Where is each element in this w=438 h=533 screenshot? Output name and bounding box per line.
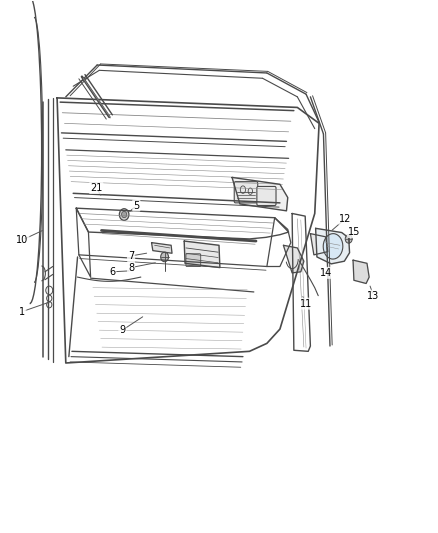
Text: 7: 7 [128, 251, 134, 261]
Text: 21: 21 [90, 183, 102, 193]
Circle shape [121, 212, 127, 217]
Text: 10: 10 [16, 235, 28, 245]
Polygon shape [152, 243, 172, 253]
FancyBboxPatch shape [257, 187, 276, 206]
Text: 8: 8 [128, 263, 134, 272]
Text: 13: 13 [367, 290, 380, 301]
Polygon shape [353, 260, 369, 284]
Text: 5: 5 [133, 200, 139, 211]
Text: 9: 9 [119, 325, 125, 335]
Ellipse shape [323, 233, 343, 259]
Circle shape [161, 252, 169, 262]
Circle shape [345, 235, 352, 243]
Text: 15: 15 [348, 227, 360, 237]
Text: 14: 14 [319, 268, 332, 278]
Text: 11: 11 [300, 298, 312, 309]
FancyBboxPatch shape [186, 254, 201, 266]
Text: 6: 6 [110, 267, 116, 277]
Polygon shape [283, 245, 304, 273]
Polygon shape [184, 241, 220, 268]
Circle shape [119, 209, 129, 220]
FancyBboxPatch shape [234, 182, 258, 203]
Polygon shape [311, 233, 328, 255]
Polygon shape [316, 228, 350, 264]
Polygon shape [232, 177, 288, 211]
Text: 1: 1 [19, 306, 25, 317]
Text: 12: 12 [339, 214, 351, 224]
